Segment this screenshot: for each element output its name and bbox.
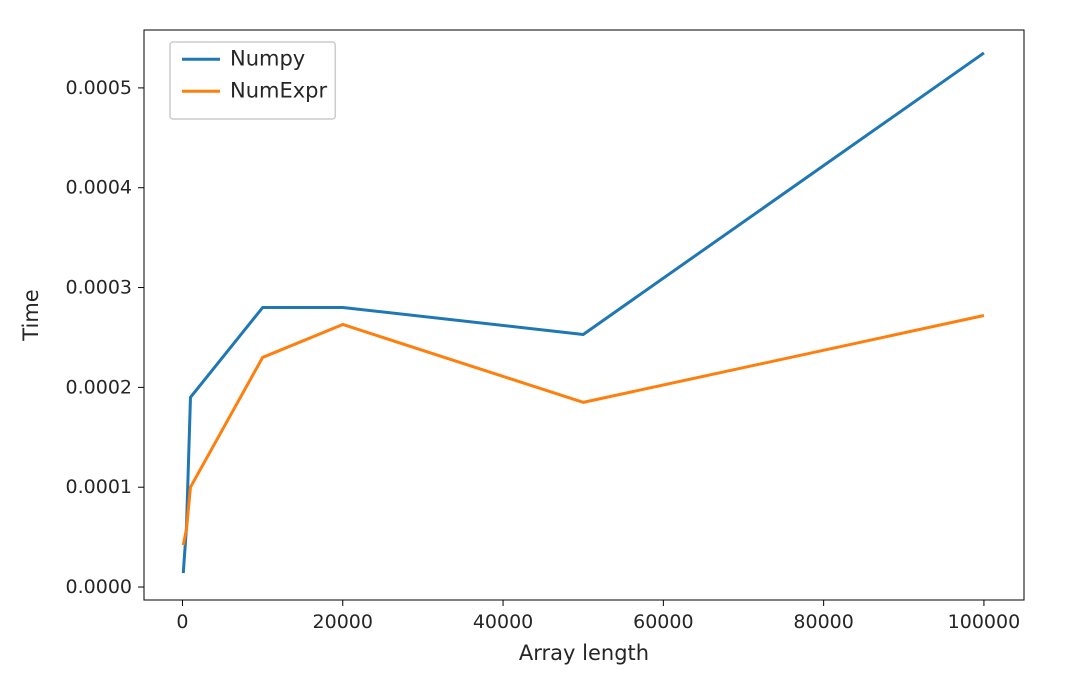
y-tick-label: 0.0000 [66, 576, 132, 598]
line-chart: 0 20000 40000 60000 80000 100000 0.0000 0.0001 0… [0, 0, 1080, 693]
y-tick-label: 0.0001 [66, 476, 132, 498]
x-tick-label: 60000 [633, 611, 693, 633]
x-tick-label: 20000 [313, 611, 373, 633]
x-axis-label: Array length [519, 641, 649, 665]
chart-svg: 0 20000 40000 60000 80000 100000 0.0000 0.0001 0… [0, 0, 1080, 693]
y-tick-label: 0.0004 [66, 177, 132, 199]
legend: Numpy NumExpr [170, 42, 335, 119]
chart-background [0, 0, 1080, 693]
x-tick-label: 80000 [793, 611, 853, 633]
legend-label: Numpy [230, 47, 305, 71]
x-tick-label: 100000 [948, 611, 1021, 633]
x-tick-label: 40000 [473, 611, 533, 633]
y-tick-label: 0.0002 [66, 376, 132, 398]
x-tick-label: 0 [176, 611, 188, 633]
legend-label: NumExpr [230, 79, 328, 103]
y-axis-label: Time [19, 289, 43, 341]
y-tick-label: 0.0003 [66, 277, 132, 299]
y-tick-label: 0.0005 [66, 77, 132, 99]
